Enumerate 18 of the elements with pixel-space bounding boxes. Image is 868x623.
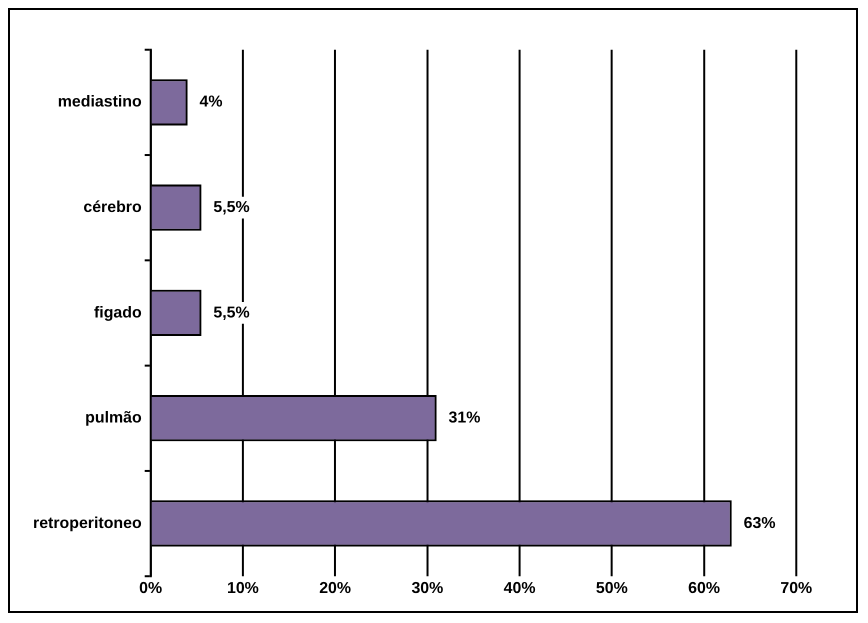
x-tick-label: 40% bbox=[504, 580, 536, 597]
data-label: 5,5% bbox=[213, 304, 250, 322]
data-label: 4% bbox=[200, 94, 223, 111]
x-tick-label: 30% bbox=[411, 580, 444, 597]
x-tick-label: 10% bbox=[226, 580, 259, 597]
data-label: 31% bbox=[448, 410, 480, 427]
data-label: 5,5% bbox=[213, 199, 250, 216]
x-tick-label: 0% bbox=[139, 580, 162, 597]
y-tick-label: cérebro bbox=[83, 199, 142, 216]
y-tick-label: figado bbox=[94, 304, 142, 322]
x-tick-label: 20% bbox=[319, 580, 352, 597]
x-tick-label: 50% bbox=[596, 580, 628, 597]
x-tick-label: 70% bbox=[780, 580, 812, 597]
y-tick-label: mediastino bbox=[58, 94, 142, 111]
data-label: 63% bbox=[744, 514, 776, 532]
y-tick-label: pulmão bbox=[85, 410, 142, 427]
y-tick-label: retroperitoneo bbox=[33, 514, 142, 532]
x-tick-label: 60% bbox=[688, 580, 720, 597]
